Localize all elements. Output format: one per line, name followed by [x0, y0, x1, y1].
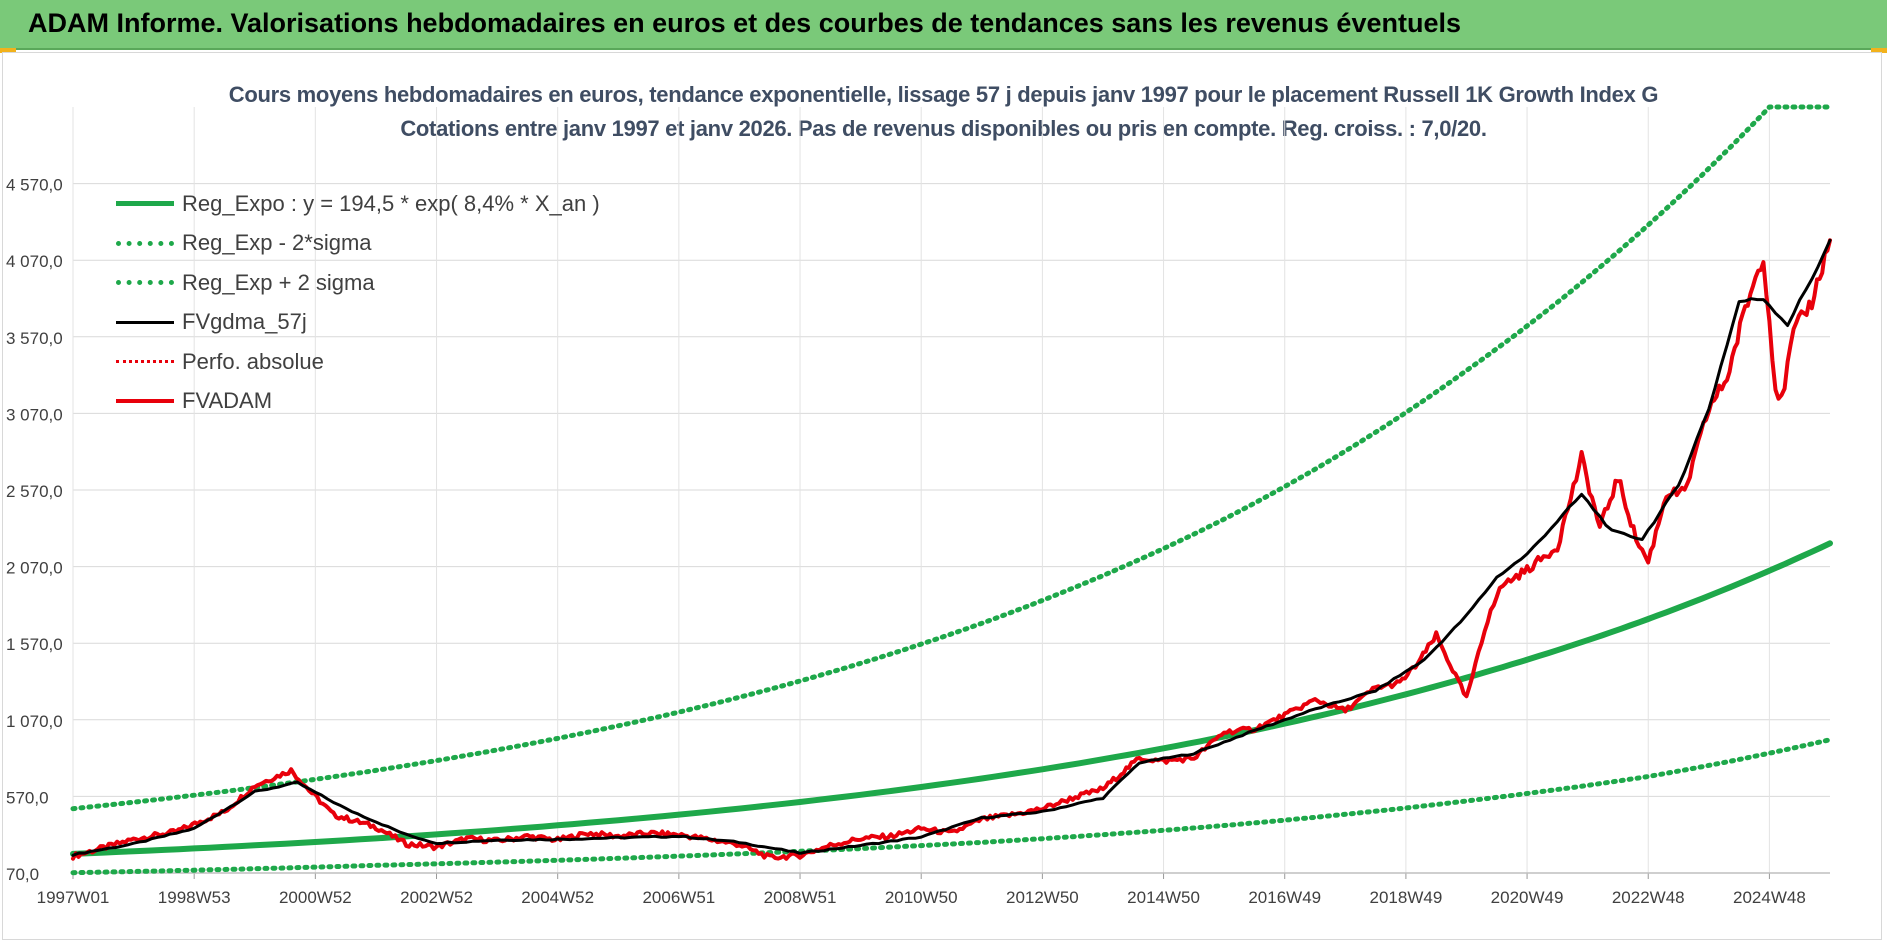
y-tick-label: 3 570,0 [6, 329, 63, 348]
x-tick-label: 2010W50 [885, 888, 958, 907]
series-line-reg-exp-2-sigma [70, 104, 1833, 812]
x-tick-label: 2012W50 [1006, 888, 1079, 907]
x-tick-label: 2018W49 [1370, 888, 1443, 907]
x-tick-label: 2020W49 [1491, 888, 1564, 907]
legend-item: Reg_Exp - 2*sigma [116, 224, 600, 264]
y-tick-label: 70,0 [6, 865, 39, 884]
y-tick-label: 2 570,0 [6, 482, 63, 501]
y-tick-label: 3 070,0 [6, 405, 63, 424]
corner-mark-left [0, 48, 16, 53]
legend-swatch [116, 276, 174, 290]
chart-legend: Reg_Expo : y = 194,5 * exp( 8,4% * X_an … [116, 184, 600, 421]
x-tick-label: 2016W49 [1248, 888, 1321, 907]
legend-item: Perfo. absolue [116, 342, 600, 382]
x-tick-label: 2022W48 [1612, 888, 1685, 907]
y-tick-label: 1 570,0 [6, 635, 63, 654]
x-tick-label: 2024W48 [1733, 888, 1806, 907]
legend-swatch [116, 355, 174, 369]
legend-item: Reg_Expo : y = 194,5 * exp( 8,4% * X_an … [116, 184, 600, 224]
corner-mark-right [1871, 48, 1887, 53]
x-tick-label: 2008W51 [764, 888, 837, 907]
x-tick-label: 1998W53 [158, 888, 231, 907]
banner: ADAM Informe. Valorisations hebdomadaire… [0, 0, 1887, 50]
x-tick-label: 2002W52 [400, 888, 473, 907]
legend-item: Reg_Exp + 2 sigma [116, 263, 600, 303]
banner-title: ADAM Informe. Valorisations hebdomadaire… [28, 8, 1461, 38]
series-line-reg-exp-2-sigma [70, 737, 1833, 876]
x-tick-label: 2004W52 [521, 888, 594, 907]
legend-label: Reg_Expo : y = 194,5 * exp( 8,4% * X_an … [182, 190, 600, 216]
y-tick-label: 4 570,0 [6, 176, 63, 195]
series-line-fvadam [71, 238, 1832, 861]
chart-subtitle: Cotations entre janv 1997 et janv 2026. … [400, 116, 1487, 141]
y-tick-label: 570,0 [6, 788, 49, 807]
legend-swatch [116, 394, 174, 408]
legend-label: FVADAM [182, 388, 273, 414]
series-line-fvgdma-57j [71, 238, 1832, 857]
legend-label: Reg_Exp + 2 sigma [182, 269, 375, 295]
x-tick-label: 2006W51 [642, 888, 715, 907]
legend-item: FVgdma_57j [116, 303, 600, 343]
series-line-reg-expo [70, 540, 1833, 857]
legend-swatch [116, 197, 174, 211]
legend-label: FVgdma_57j [182, 309, 307, 335]
y-tick-label: 4 070,0 [6, 252, 63, 271]
legend-swatch [116, 236, 174, 250]
legend-swatch [116, 315, 174, 329]
x-tick-label: 2014W50 [1127, 888, 1200, 907]
y-tick-label: 2 070,0 [6, 559, 63, 578]
y-tick-label: 1 070,0 [6, 712, 63, 731]
x-tick-label: 2000W52 [279, 888, 352, 907]
legend-label: Reg_Exp - 2*sigma [182, 230, 372, 256]
chart-frame [2, 52, 1882, 940]
legend-label: Perfo. absolue [182, 348, 324, 374]
legend-item: FVADAM [116, 382, 600, 422]
chart-title: Cours moyens hebdomadaires en euros, ten… [228, 82, 1659, 107]
x-tick-label: 1997W01 [37, 888, 110, 907]
